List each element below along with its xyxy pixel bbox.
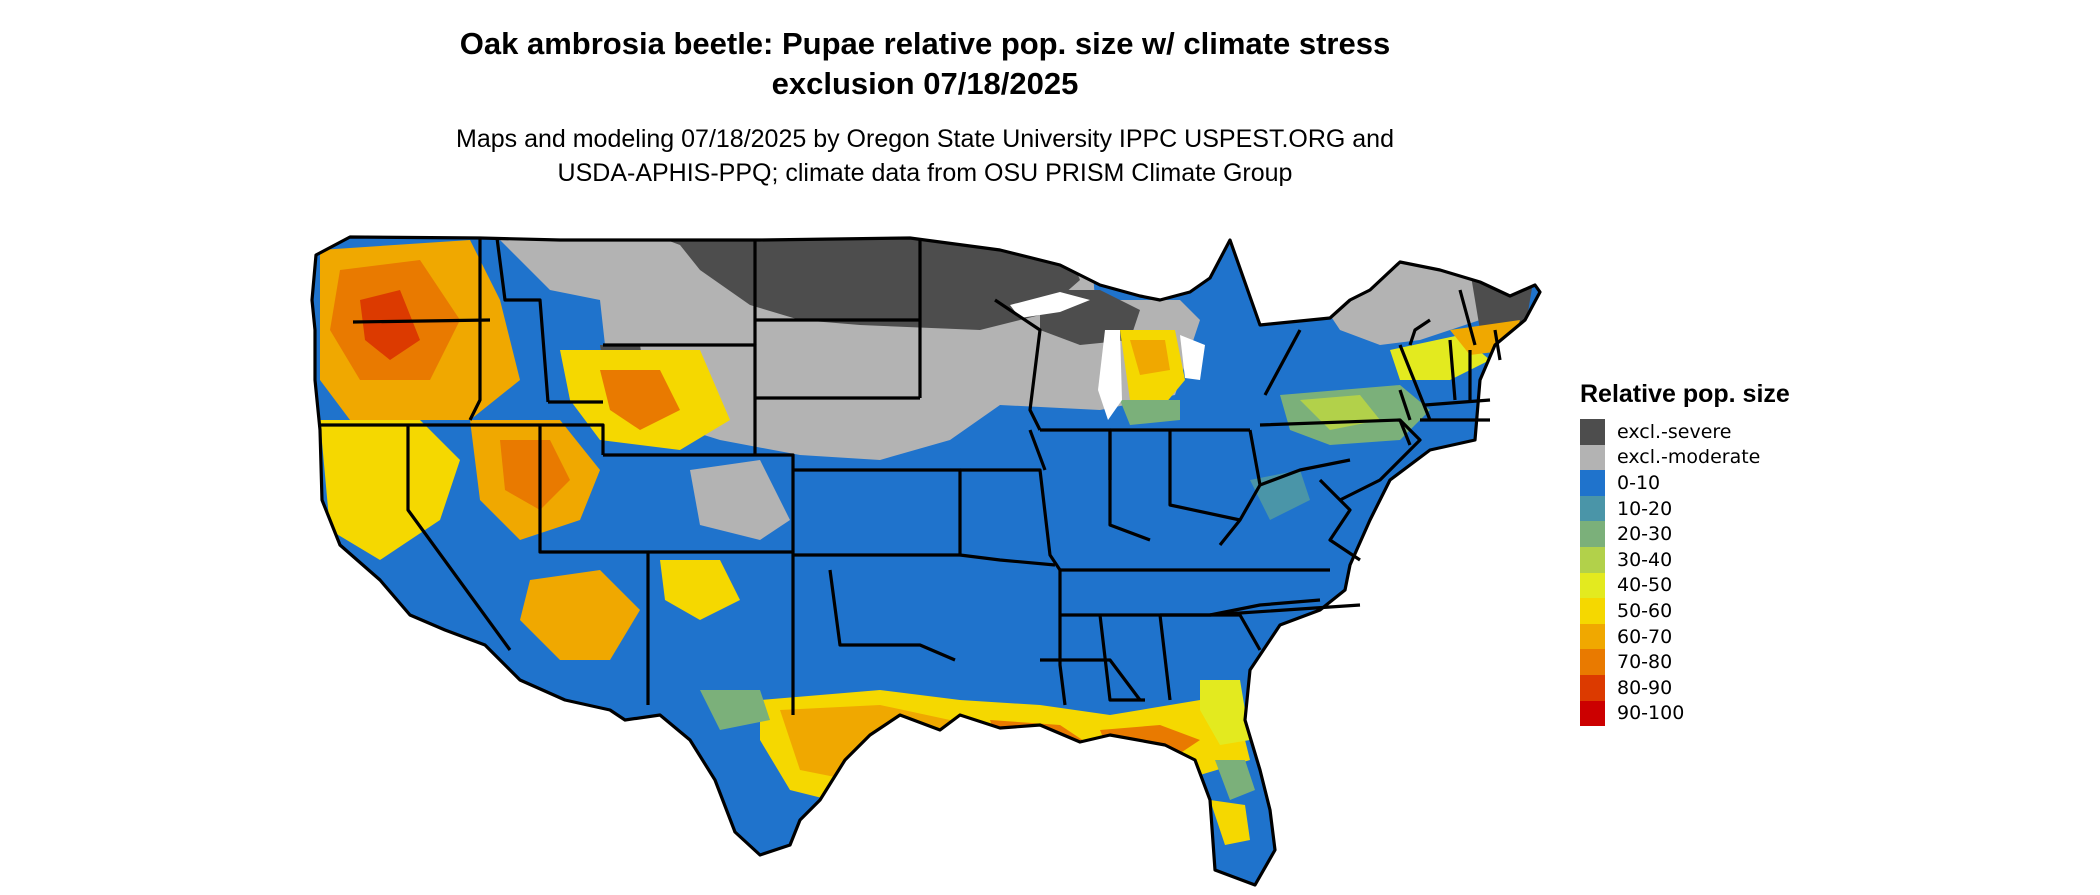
map-title: Oak ambrosia beetle: Pupae relative pop.…	[0, 24, 1850, 104]
map-subtitle-line1: Maps and modeling 07/18/2025 by Oregon S…	[456, 125, 1394, 153]
legend-label: 20-30	[1617, 523, 1673, 546]
map-subtitle: Maps and modeling 07/18/2025 by Oregon S…	[0, 122, 1850, 190]
legend-title: Relative pop. size	[1580, 380, 1790, 408]
map-title-line1: Oak ambrosia beetle: Pupae relative pop.…	[459, 26, 1391, 61]
legend-item: 60-70	[1580, 623, 1790, 650]
legend-label: 30-40	[1617, 548, 1673, 571]
legend-swatch	[1580, 470, 1605, 496]
legend-label: 10-20	[1617, 497, 1673, 520]
us-map	[310, 235, 1542, 887]
legend-label: 50-60	[1617, 599, 1673, 622]
legend-label: 0-10	[1617, 471, 1661, 494]
legend: Relative pop. size excl.-severe excl.-mod…	[1580, 380, 1790, 727]
legend-item: 0-10	[1580, 470, 1790, 496]
legend-items: excl.-severe excl.-moderate 0-10 10-20 20-30…	[1580, 419, 1790, 727]
legend-swatch	[1580, 674, 1605, 701]
legend-label: excl.-moderate	[1617, 446, 1761, 469]
legend-item: 10-20	[1580, 495, 1790, 522]
legend-swatch	[1580, 546, 1605, 573]
legend-label: 60-70	[1617, 625, 1673, 648]
legend-label: 70-80	[1617, 651, 1673, 674]
map-title-line2: exclusion 07/18/2025	[771, 66, 1079, 101]
legend-swatch	[1580, 444, 1605, 471]
legend-item: 30-40	[1580, 546, 1790, 573]
legend-swatch	[1580, 598, 1605, 624]
legend-item: excl.-severe	[1580, 419, 1790, 445]
legend-label: 40-50	[1617, 574, 1673, 597]
legend-item: 80-90	[1580, 674, 1790, 701]
legend-label: 80-90	[1617, 676, 1673, 699]
legend-item: 90-100	[1580, 700, 1790, 727]
map-subtitle-line2: USDA-APHIS-PPQ; climate data from OSU PR…	[557, 159, 1293, 187]
legend-swatch	[1580, 521, 1605, 547]
legend-swatch	[1580, 419, 1605, 445]
legend-item: 40-50	[1580, 572, 1790, 599]
legend-label: 90-100	[1617, 702, 1685, 725]
legend-swatch	[1580, 649, 1605, 675]
legend-item: excl.-moderate	[1580, 444, 1790, 471]
legend-item: 50-60	[1580, 598, 1790, 624]
legend-label: excl.-severe	[1617, 420, 1732, 443]
legend-swatch	[1580, 623, 1605, 650]
legend-swatch	[1580, 572, 1605, 599]
legend-swatch	[1580, 700, 1605, 727]
legend-item: 20-30	[1580, 521, 1790, 547]
legend-swatch	[1580, 495, 1605, 522]
legend-item: 70-80	[1580, 649, 1790, 675]
